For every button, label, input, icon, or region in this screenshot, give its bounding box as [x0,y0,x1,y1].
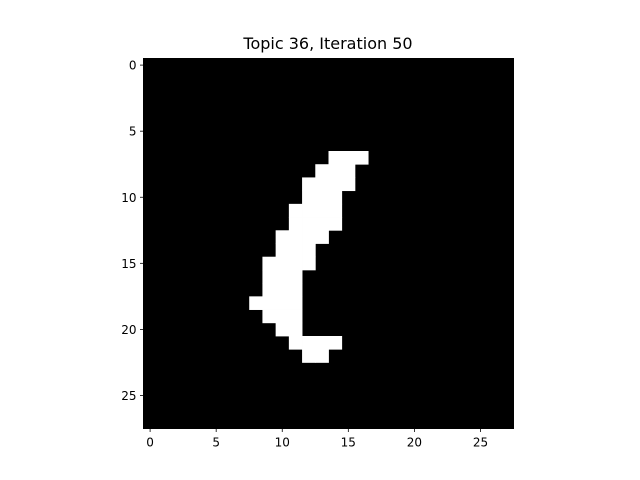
x-tick-label: 25 [473,436,488,450]
heatmap-cell [288,309,303,324]
heatmap-cell [328,203,343,218]
heatmap-cell [288,243,303,258]
y-tick-label: 10 [121,191,136,205]
heatmap-cell [302,243,316,258]
x-tick-label: 20 [407,436,422,450]
heatmap-cell [275,230,290,244]
heatmap-cell [262,269,277,284]
heatmap-cell [275,269,290,284]
x-axis-ticks: 0 5 10 15 20 25 [146,428,488,450]
heatmap-cell [315,177,329,192]
heatmap-cell [302,190,316,205]
y-axis-ticks: 0 5 10 15 20 25 [121,59,144,403]
heatmap-cell [328,336,343,350]
heatmap-cell [315,349,329,363]
heatmap-cell [341,164,356,178]
heatmap-cell [275,322,290,337]
x-tick-label: 5 [212,436,220,450]
y-tick-label: 5 [129,125,137,139]
x-tick-label: 0 [146,436,154,450]
heatmap-cell [288,230,303,244]
y-tick-label: 0 [129,59,137,73]
heatmap-cell [341,177,356,192]
heatmap-cell [315,230,329,244]
heatmap-cell [354,151,369,165]
heatmap-cell [288,296,303,310]
heatmap-cell [288,283,303,297]
heatmap-cell [328,217,343,231]
heatmap-cell [275,283,290,297]
y-tick-label: 15 [121,257,136,271]
heatmap-cell [302,230,316,244]
heatmap-cell [275,296,290,310]
heatmap-cell [328,177,343,192]
heatmap-cell [249,296,263,310]
heatmap-cell [262,296,277,310]
heatmap-cell [262,309,277,324]
heatmap-cell [328,190,343,205]
heatmap-cell [341,151,356,165]
heatmap-cell [288,322,303,337]
heatmap-cell [288,217,303,231]
chart-title: Topic 36, Iteration 50 [242,34,412,53]
heatmap-cell [315,203,329,218]
axes-frame [143,58,514,429]
x-tick-label: 15 [341,436,356,450]
heatmap-cell [302,256,316,271]
heatmap-axes: 0 5 10 15 20 25 0 5 10 15 20 25 [121,58,514,450]
heatmap-cell [275,243,290,258]
heatmap-cell [275,256,290,271]
heatmap-cell [288,269,303,284]
heatmap-cell [328,164,343,178]
heatmap-cell [315,190,329,205]
heatmap-cell [302,217,316,231]
heatmap-cell [302,203,316,218]
heatmap-cell [302,336,316,350]
y-tick-label: 20 [121,323,136,337]
heatmap-cell [288,336,303,350]
heatmap-cell [275,309,290,324]
y-tick-label: 25 [121,389,136,403]
heatmap-cell [288,203,303,218]
heatmap-cell [328,151,343,165]
heatmap-cell [262,256,277,271]
heatmap-cell [315,217,329,231]
heatmap-cell [302,349,316,363]
heatmap-cell [315,164,329,178]
heatmap-cell [288,256,303,271]
heatmap-cells [249,151,369,363]
heatmap-cell [262,283,277,297]
x-tick-label: 10 [275,436,290,450]
heatmap-cell [315,336,329,350]
heatmap-cell [302,177,316,192]
